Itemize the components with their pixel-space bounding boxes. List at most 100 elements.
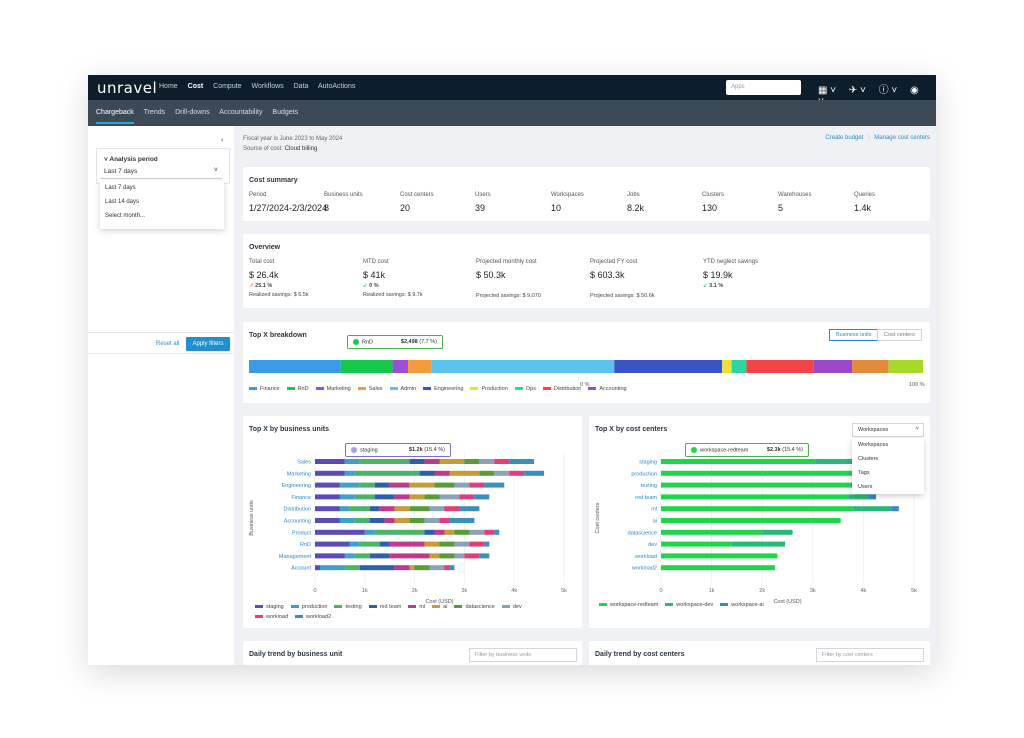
bar-segment[interactable] — [369, 553, 390, 559]
bar-segment[interactable] — [409, 565, 415, 571]
legend-item[interactable]: Distribution — [542, 386, 581, 392]
legend-item[interactable]: red team — [368, 602, 401, 612]
bar-segment[interactable] — [429, 565, 445, 571]
bar-segment[interactable] — [434, 529, 445, 535]
bar-segment[interactable] — [315, 565, 320, 571]
bar-segment[interactable] — [661, 541, 732, 547]
bar-segment[interactable] — [389, 553, 430, 559]
bar-segment[interactable] — [439, 518, 450, 523]
legend-item[interactable]: workspace-ai — [720, 602, 764, 608]
bar-segment[interactable] — [354, 494, 375, 500]
breakdown-segment[interactable] — [813, 360, 853, 373]
bar-segment[interactable] — [315, 506, 340, 512]
tab-budgets[interactable]: Budgets — [272, 109, 299, 116]
category-label[interactable]: Distribution — [283, 507, 311, 513]
tab-accountability[interactable]: Accountability — [219, 109, 263, 116]
bar-segment[interactable] — [731, 541, 785, 547]
bar-segment[interactable] — [359, 541, 380, 547]
rocket-icon[interactable]: ✈ ˅ — [848, 85, 866, 96]
filter-business-units-input[interactable]: Filter by business units — [469, 648, 577, 662]
category-label[interactable]: datascience — [628, 530, 657, 536]
bar-segment[interactable] — [762, 529, 793, 535]
bar-segment[interactable] — [429, 553, 440, 559]
cc-type-option[interactable]: Tags — [858, 470, 870, 476]
bar-segment[interactable] — [409, 494, 425, 500]
bar-segment[interactable] — [868, 494, 877, 500]
chevron-down-icon[interactable]: ˅ — [104, 156, 108, 163]
legend-item[interactable]: workspace-redteam — [599, 602, 658, 608]
category-label[interactable]: Management — [279, 554, 312, 560]
bar-segment[interactable] — [454, 553, 465, 559]
bar-segment[interactable] — [339, 494, 355, 500]
bar-segment[interactable] — [449, 565, 455, 571]
bar-segment[interactable] — [479, 459, 495, 464]
bar-segment[interactable] — [424, 518, 440, 523]
period-option[interactable]: Last 14 days — [105, 199, 140, 205]
bar-segment[interactable] — [374, 494, 395, 500]
category-label[interactable]: Sales — [297, 460, 311, 466]
category-label[interactable]: Marketing — [287, 471, 311, 477]
legend-item[interactable]: workload2 — [295, 612, 331, 622]
category-label[interactable]: red team — [635, 495, 657, 501]
bar-segment[interactable] — [494, 470, 510, 476]
bar-segment[interactable] — [661, 494, 849, 500]
bar-segment[interactable] — [444, 529, 455, 535]
apps-search-input[interactable]: Apps — [726, 80, 801, 95]
bar-segment[interactable] — [444, 506, 460, 512]
bar-segment[interactable] — [424, 541, 440, 547]
bar-segment[interactable] — [509, 459, 535, 464]
category-label[interactable]: production — [631, 471, 657, 477]
category-label[interactable]: ai — [653, 519, 657, 525]
bar-segment[interactable] — [853, 506, 892, 512]
bar-segment[interactable] — [449, 518, 475, 523]
nav-workflows[interactable]: Workflows — [251, 83, 284, 90]
bar-segment[interactable] — [484, 541, 490, 547]
nav-cost[interactable]: Cost — [187, 83, 204, 90]
breakdown-segment[interactable] — [746, 360, 814, 373]
bar-segment[interactable] — [315, 553, 345, 559]
tab-drill-downs[interactable]: Drill-downs — [175, 109, 210, 116]
bar-segment[interactable] — [454, 529, 470, 535]
bar-segment[interactable] — [379, 541, 390, 547]
bar-segment[interactable] — [459, 506, 480, 512]
bar-segment[interactable] — [469, 541, 485, 547]
breakdown-segment[interactable] — [614, 360, 723, 373]
bar-segment[interactable] — [359, 565, 395, 571]
bar-segment[interactable] — [429, 506, 445, 512]
bar-segment[interactable] — [339, 518, 355, 523]
legend-item[interactable]: Marketing — [315, 386, 351, 392]
bar-segment[interactable] — [661, 553, 778, 559]
bar-segment[interactable] — [315, 470, 345, 476]
bar-segment[interactable] — [344, 565, 360, 571]
bar-segment[interactable] — [464, 553, 480, 559]
legend-item[interactable]: Engineering — [423, 386, 463, 392]
bar-segment[interactable] — [369, 506, 380, 512]
category-label[interactable]: staging — [639, 460, 657, 466]
legend-item[interactable]: RnD — [286, 386, 309, 392]
bar-segment[interactable] — [344, 470, 355, 476]
bar-segment[interactable] — [424, 494, 440, 500]
legend-item[interactable]: testing — [334, 602, 362, 612]
bar-segment[interactable] — [379, 506, 395, 512]
legend-item[interactable]: Sales — [357, 386, 383, 392]
grid-menu-icon[interactable]: ▦ ˅ — [818, 85, 837, 96]
bar-segment[interactable] — [389, 541, 425, 547]
bar-segment[interactable] — [661, 529, 763, 535]
bar-segment[interactable] — [439, 494, 460, 500]
breakdown-segment[interactable] — [852, 360, 889, 373]
legend-item[interactable]: Accounting — [588, 386, 627, 392]
legend-item[interactable]: Admin — [389, 386, 416, 392]
breakdown-segment[interactable] — [249, 360, 341, 373]
category-label[interactable]: Finance — [291, 495, 311, 501]
bar-segment[interactable] — [661, 518, 841, 523]
legend-item[interactable]: Finance — [249, 386, 280, 392]
nav-autoactions[interactable]: AutoActions — [317, 83, 356, 90]
bar-segment[interactable] — [661, 565, 775, 571]
breakdown-segment[interactable] — [340, 360, 393, 373]
cc-type-option[interactable]: Users — [858, 484, 873, 490]
breakdown-segment[interactable] — [392, 360, 409, 373]
bar-segment[interactable] — [344, 459, 360, 464]
help-icon[interactable]: ⓘ ˅ — [878, 85, 898, 96]
cc-type-option[interactable]: Workspaces — [858, 442, 889, 448]
bar-segment[interactable] — [434, 482, 455, 488]
